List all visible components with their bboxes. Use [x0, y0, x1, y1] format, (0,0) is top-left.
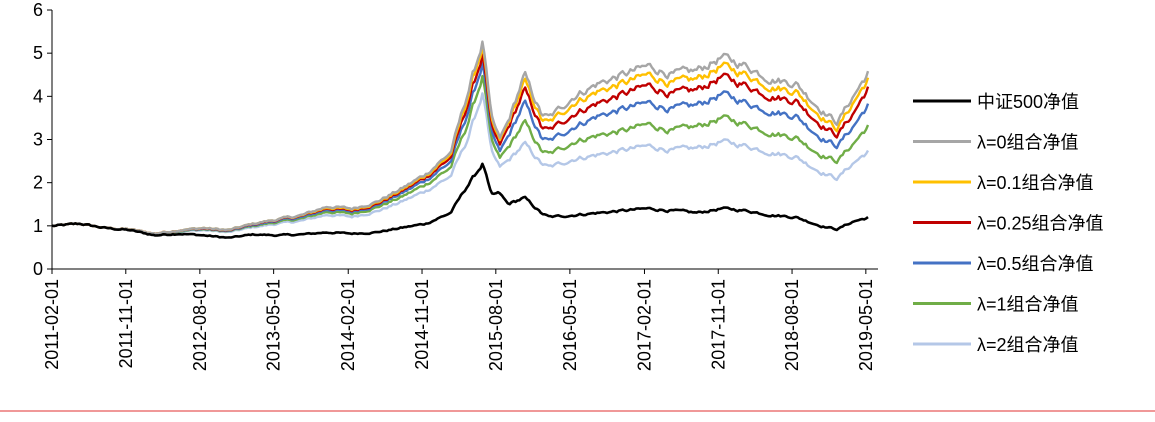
series-line-0 — [51, 162, 869, 239]
series-line-4 — [51, 62, 870, 236]
series-line-1 — [51, 40, 870, 235]
y-tick-label: 6 — [33, 0, 43, 20]
x-tick-label: 2011-11-01 — [116, 279, 136, 368]
y-tick-label: 4 — [33, 86, 43, 106]
legend-label-0: 中证500净值 — [977, 92, 1079, 112]
x-tick-label: 2011-02-01 — [42, 279, 62, 370]
legend-label-4: λ=0.5组合净值 — [977, 254, 1094, 274]
x-tick-label: 2014-02-01 — [338, 279, 358, 371]
x-tick-label: 2018-08-01 — [782, 279, 802, 371]
x-tick-label: 2019-05-01 — [856, 279, 876, 371]
y-tick-label: 1 — [33, 216, 43, 236]
x-tick-label: 2017-11-01 — [708, 279, 728, 370]
legend-label-5: λ=1组合净值 — [977, 295, 1079, 315]
x-ticks: 2011-02-01 2011-11-01 2012-08-01 2013-05-01… — [42, 269, 876, 371]
legend-label-3: λ=0.25组合净值 — [977, 214, 1104, 234]
y-tick-label: 0 — [33, 259, 43, 279]
x-tick-label: 2017-02-01 — [634, 279, 654, 371]
y-tick-label: 2 — [33, 173, 43, 193]
legend-label-6: λ=2组合净值 — [977, 335, 1079, 355]
x-tick-label: 2013-05-01 — [264, 279, 284, 371]
y-ticks: 0 1 2 3 4 5 6 — [33, 0, 52, 279]
x-tick-label: 2015-08-01 — [486, 279, 506, 371]
x-tick-label: 2014-11-01 — [412, 279, 432, 370]
series-lines — [51, 40, 870, 239]
legend-label-1: λ=0组合净值 — [977, 133, 1079, 153]
legend-label-2: λ=0.1组合净值 — [977, 173, 1094, 193]
x-tick-label: 2016-05-01 — [560, 279, 580, 371]
x-tick-label: 2012-08-01 — [190, 279, 210, 371]
y-tick-label: 3 — [33, 130, 43, 150]
axes — [51, 10, 878, 270]
legend: 中证500净值 λ=0组合净值 λ=0.1组合净值 λ=0.25组合净值 λ=0.5组合… — [913, 92, 1104, 355]
y-tick-label: 5 — [33, 43, 43, 63]
